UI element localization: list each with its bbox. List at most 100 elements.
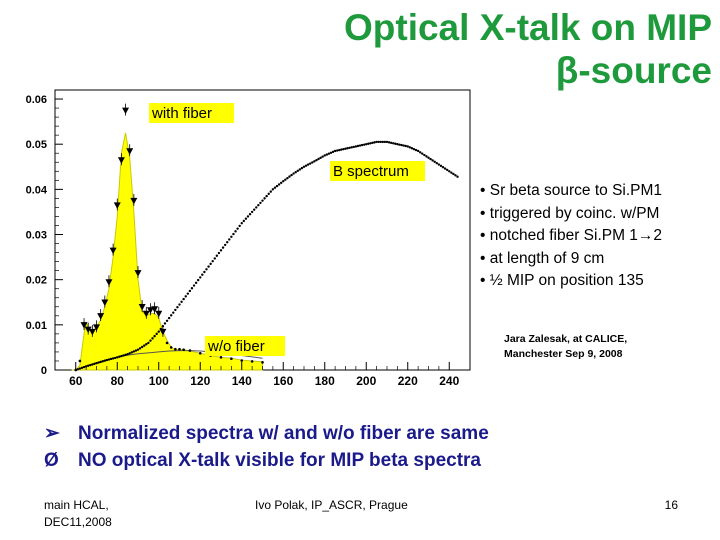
b-spectrum-point bbox=[331, 150, 335, 154]
b-spectrum-point bbox=[155, 332, 158, 336]
b-spectrum-point bbox=[213, 257, 216, 260]
b-spectrum-point bbox=[427, 156, 430, 159]
b-spectrum-point bbox=[219, 249, 223, 252]
b-spectrum-point bbox=[344, 147, 347, 150]
b-spectrum-point bbox=[437, 163, 441, 166]
b-spectrum-point bbox=[170, 314, 173, 317]
b-spectrum-point bbox=[273, 186, 277, 189]
b-spectrum-point bbox=[294, 170, 297, 174]
b-spectrum-point bbox=[109, 357, 113, 361]
b-spectrum-point bbox=[423, 153, 426, 157]
b-spectrum-point bbox=[398, 143, 401, 146]
b-spectrum-point bbox=[354, 145, 358, 148]
b-spectrum-point bbox=[416, 149, 420, 153]
b-spectrum-point bbox=[277, 183, 281, 186]
b-spectrum-point bbox=[93, 362, 96, 366]
b-spectrum-point bbox=[140, 345, 144, 349]
b-spectrum-point bbox=[333, 149, 337, 153]
b-spectrum-point bbox=[309, 162, 312, 165]
b-spectrum-point bbox=[298, 168, 302, 171]
b-spectrum-point bbox=[107, 358, 111, 361]
b-spectrum-point bbox=[406, 145, 409, 148]
b-spectrum-point bbox=[221, 246, 225, 249]
b-spectrum-point bbox=[250, 210, 254, 214]
b-spectrum-point bbox=[385, 140, 389, 144]
b-spectrum-point bbox=[450, 171, 453, 174]
b-spectrum-point bbox=[325, 153, 329, 156]
b-spectrum-point bbox=[122, 354, 125, 357]
b-spectrum-point bbox=[288, 175, 291, 178]
b-spectrum-point bbox=[317, 157, 320, 161]
b-spectrum-point bbox=[101, 360, 104, 363]
small-point bbox=[182, 348, 185, 351]
b-spectrum-point bbox=[431, 159, 434, 162]
b-spectrum-point bbox=[402, 144, 405, 147]
b-spectrum-point bbox=[306, 163, 310, 166]
conclusion-list: ➢ Normalized spectra w/ and w/o fiber are… bbox=[44, 420, 489, 474]
b-spectrum-point bbox=[136, 348, 140, 351]
b-spectrum-point bbox=[172, 311, 175, 314]
b-spectrum-point bbox=[404, 144, 407, 148]
b-spectrum-point bbox=[223, 243, 227, 247]
b-spectrum-point bbox=[410, 147, 414, 150]
b-spectrum-point bbox=[396, 142, 399, 146]
b-spectrum-point bbox=[329, 151, 333, 154]
small-point bbox=[178, 347, 181, 351]
b-spectrum-point bbox=[356, 144, 360, 148]
b-spectrum-point bbox=[336, 149, 339, 152]
b-spectrum-point bbox=[230, 235, 233, 238]
y-tick-label: 0 bbox=[41, 365, 47, 377]
x-tick-label: 120 bbox=[190, 374, 210, 388]
b-spectrum-label-box bbox=[330, 161, 425, 181]
b-spectrum-point bbox=[304, 164, 308, 167]
b-spectrum-point bbox=[448, 170, 451, 173]
b-spectrum-point bbox=[365, 142, 368, 146]
slide-title-line1: Optical X-talk on MIP bbox=[344, 7, 712, 48]
b-spectrum-point bbox=[371, 141, 374, 145]
b-spectrum-point bbox=[240, 222, 243, 225]
b-spectrum-point bbox=[253, 208, 256, 211]
b-spectrum-point bbox=[236, 227, 239, 230]
b-spectrum-point bbox=[118, 355, 121, 358]
b-spectrum-point bbox=[76, 368, 80, 371]
b-spectrum-point bbox=[400, 143, 403, 147]
spectrum-chart: 60 80 100 120 140 160 180 200 220 240 0 0.01 0.02 0.0… bbox=[26, 89, 471, 388]
x-tick-label: 180 bbox=[315, 374, 335, 388]
b-spectrum-point bbox=[80, 366, 84, 370]
with-fiber-area bbox=[71, 132, 263, 371]
y-tick-label: 0.04 bbox=[26, 184, 48, 196]
b-spectrum-point bbox=[350, 146, 353, 149]
b-spectrum-point bbox=[387, 141, 391, 144]
b-spectrum-point bbox=[452, 172, 455, 176]
b-spectrum-point bbox=[165, 319, 169, 322]
b-spectrum-point bbox=[130, 351, 133, 354]
b-spectrum-point bbox=[394, 142, 397, 145]
y-tick-label: 0.02 bbox=[26, 275, 47, 287]
chart-annotation-layer: with fiber B spectrum w/o fiber bbox=[149, 103, 425, 356]
b-spectrum-point bbox=[215, 254, 219, 257]
b-spectrum-point bbox=[290, 173, 293, 177]
b-spectrum-point bbox=[352, 145, 355, 149]
arrow-bullet-icon: ➢ bbox=[44, 423, 60, 444]
b-spectrum-point bbox=[232, 232, 235, 236]
b-spectrum-point bbox=[205, 268, 208, 271]
bullet-item: • at length of 9 cm bbox=[480, 249, 605, 267]
b-spectrum-point bbox=[439, 164, 443, 168]
b-spectrum-point bbox=[419, 151, 422, 154]
b-spectrum-point bbox=[186, 292, 189, 295]
small-point bbox=[198, 351, 202, 355]
conclusion-item: Ø NO optical X-talk visible for MIP beta … bbox=[44, 447, 489, 474]
b-spectrum-point bbox=[257, 203, 260, 207]
b-spectrum-point bbox=[279, 181, 283, 185]
x-tick-label: 160 bbox=[273, 374, 293, 388]
b-spectrum-point bbox=[412, 147, 416, 151]
footer-left-line1: main HCAL, bbox=[44, 498, 109, 512]
y-tick-label: 0.01 bbox=[26, 320, 47, 332]
credit-line1: Jara Zalesak, at CALICE, bbox=[504, 333, 628, 345]
b-spectrum-point bbox=[228, 238, 231, 241]
b-spectrum-point bbox=[362, 143, 366, 146]
b-spectrum-point bbox=[176, 306, 179, 309]
footer-center: Ivo Polak, IP_ASCR, Prague bbox=[255, 498, 408, 512]
b-spectrum-point bbox=[441, 166, 445, 169]
b-spectrum-point bbox=[421, 152, 424, 155]
